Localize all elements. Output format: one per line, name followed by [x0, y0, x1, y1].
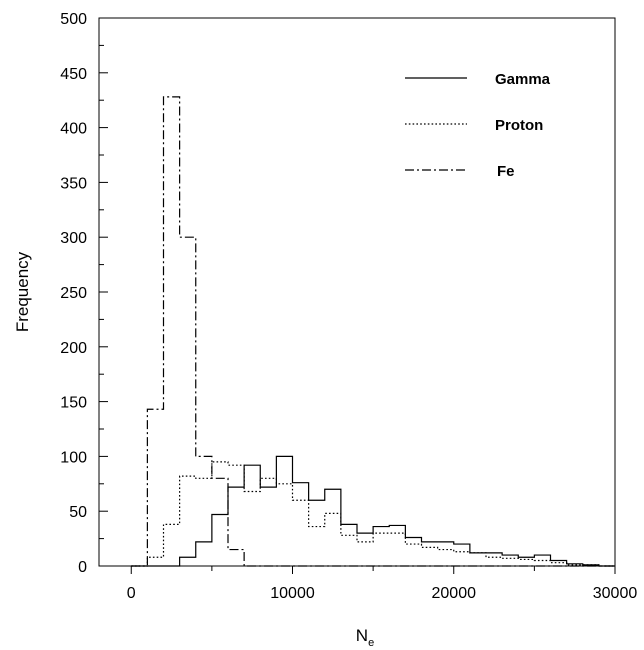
x-axis-title-subscript: e [368, 637, 374, 649]
y-tick-label: 200 [60, 340, 87, 357]
y-tick-label: 150 [60, 395, 87, 412]
series-layer [131, 96, 615, 567]
x-axis-title: Ne [356, 626, 374, 649]
series-gamma-line [131, 455, 615, 567]
legend-label-fe: Fe [497, 163, 515, 180]
y-tick-label: 350 [60, 175, 87, 192]
y-tick-label: 250 [60, 285, 87, 302]
y-axis: 0 50 100 150 200 250 300 350 400 450 500 [60, 11, 108, 576]
x-tick-label: 0 [127, 585, 136, 602]
x-tick-label: 30000 [593, 585, 638, 602]
series-fe-line [131, 96, 615, 567]
x-tick-label: 20000 [432, 585, 477, 602]
plot-frame [98, 17, 616, 567]
legend-label-proton: Proton [495, 117, 543, 134]
y-tick-label: 50 [69, 504, 87, 521]
x-axis-title-main: N [356, 626, 368, 645]
legend: Gamma Proton Fe [405, 71, 551, 180]
y-tick-label: 0 [78, 559, 87, 576]
series-proton-line [131, 461, 615, 567]
y-tick-label: 400 [60, 121, 87, 138]
y-tick-label: 500 [60, 11, 87, 28]
y-axis-title: Frequency [13, 251, 32, 332]
x-axis: 0 10000 20000 30000 [127, 566, 638, 602]
x-tick-label: 10000 [270, 585, 315, 602]
y-tick-label: 300 [60, 230, 87, 247]
y-tick-label: 100 [60, 449, 87, 466]
y-tick-label: 450 [60, 66, 87, 83]
legend-label-gamma: Gamma [495, 71, 551, 88]
